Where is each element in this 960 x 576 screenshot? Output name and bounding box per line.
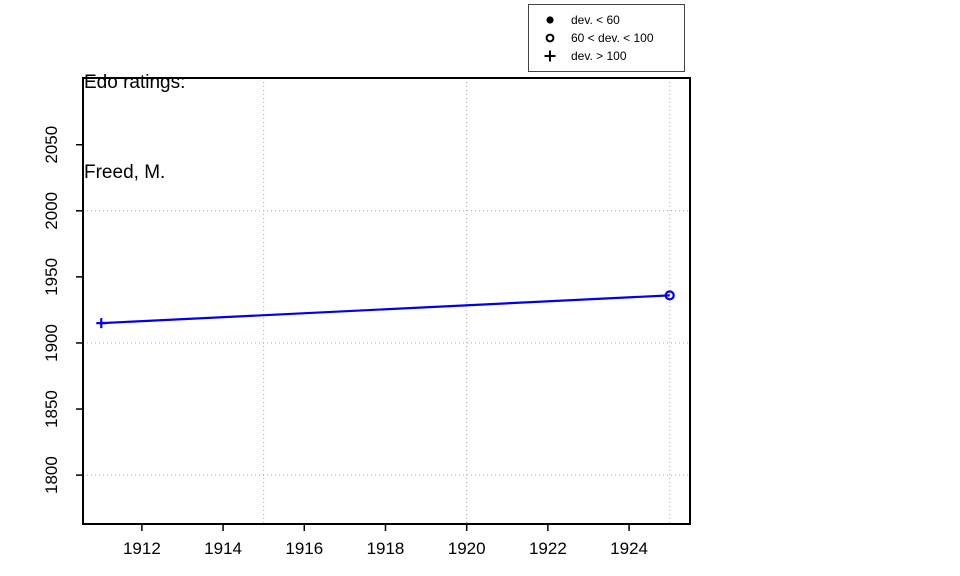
- legend-item-dev-gt-100: dev. > 100: [529, 47, 684, 65]
- x-tick-label: 1924: [610, 539, 648, 558]
- data-point-plus-marker: [96, 318, 107, 329]
- y-tick-label: 1900: [42, 324, 61, 362]
- data-line: [101, 294, 670, 325]
- chart-title-line1: Edo ratings:: [84, 72, 186, 93]
- plot-border: [82, 77, 691, 525]
- y-tick-label: 2000: [42, 192, 61, 230]
- x-tick-label: 1922: [529, 539, 567, 558]
- data-point-open-circle-marker: [664, 290, 675, 301]
- y-tick-label: 1800: [42, 456, 61, 494]
- legend-item-label: dev. > 100: [571, 49, 627, 63]
- x-tick-label: 1914: [204, 539, 242, 558]
- legend-item-dev-lt-60: dev. < 60: [529, 11, 684, 29]
- chart-title-line2: Freed, M.: [84, 162, 166, 183]
- legend-item-label: dev. < 60: [571, 13, 620, 27]
- x-tick-label: 1920: [448, 539, 486, 558]
- x-tick-label: 1916: [285, 539, 323, 558]
- y-tick-label: 1950: [42, 258, 61, 296]
- plus-icon: [529, 50, 571, 62]
- y-tick-label: 1850: [42, 390, 61, 428]
- open-circle-icon: [529, 32, 571, 44]
- filled-circle-icon: [529, 14, 571, 26]
- x-tick-label: 1918: [367, 539, 405, 558]
- legend: dev. < 60 60 < dev. < 100 dev. > 100: [528, 4, 685, 72]
- legend-item-label: 60 < dev. < 100: [571, 31, 654, 45]
- x-tick-label: 1912: [123, 539, 161, 558]
- y-tick-label: 2050: [42, 126, 61, 164]
- chart-title: Edo ratings: Freed, M.: [84, 8, 185, 248]
- legend-item-dev-60-100: 60 < dev. < 100: [529, 29, 684, 47]
